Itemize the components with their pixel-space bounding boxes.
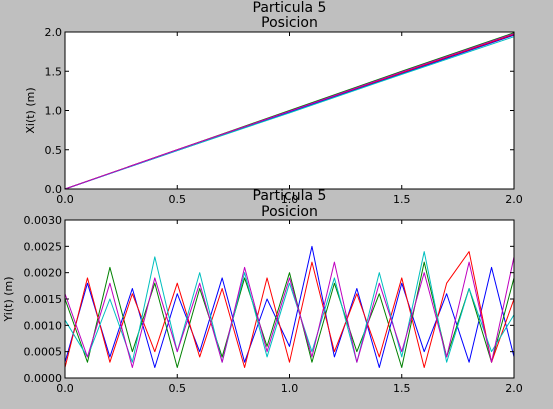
top-chart: 0.0 0.5 1.0 1.5 2.0 0.0 0.5 1.0 1.5 2.0 Xi(t) (m) P… — [24, 0, 523, 206]
y-tick-label: 0.0005 — [24, 346, 63, 359]
x-tick-label: 2.0 — [505, 382, 523, 395]
y-tick-label: 0.0010 — [24, 319, 63, 332]
x-tick-label: 0.5 — [169, 193, 187, 206]
x-tick-label: 1.5 — [393, 193, 411, 206]
x-tick-label: 0.0 — [56, 382, 74, 395]
chart-title: Particula 5 — [253, 0, 327, 16]
chart-subtitle: Posicion — [261, 204, 318, 220]
y-tick-label: 0.5 — [45, 144, 63, 157]
y-tick-label: 0.0015 — [24, 293, 63, 306]
y-tick-label: 2.0 — [45, 26, 63, 39]
y-tick-label: 0.0030 — [24, 214, 63, 227]
y-tick-label: 1.0 — [45, 105, 63, 118]
y-axis-label: Yi(t) (m) — [2, 276, 15, 322]
series-line-3 — [64, 251, 515, 363]
chart-subtitle: Posicion — [261, 15, 318, 31]
y-tick-label: 0.0020 — [24, 267, 63, 280]
x-tick-label: 2.0 — [505, 193, 523, 206]
y-axis-label: Xi(t) (m) — [24, 87, 37, 133]
x-tick-label: 1.0 — [281, 382, 299, 395]
x-tick-label: 0.5 — [169, 382, 187, 395]
plot-area — [65, 220, 514, 378]
x-tick-label: 1.0 — [281, 193, 299, 206]
series-line-4 — [64, 33, 515, 190]
chart-title: Particula 5 — [253, 188, 327, 204]
y-tick-label: 0.0025 — [24, 240, 63, 253]
x-tick-label: 1.5 — [393, 382, 411, 395]
y-tick-label: 0.0 — [45, 183, 63, 196]
y-tick-label: 0.0000 — [24, 372, 63, 385]
series-line-2 — [64, 251, 515, 368]
bottom-chart: 0.0 0.5 1.0 1.5 2.0 0.0000 0.0005 0.0010 0.0015 0… — [2, 188, 523, 395]
x-tick-label: 0.0 — [56, 193, 74, 206]
series-line-4 — [64, 256, 515, 368]
y-tick-label: 1.5 — [45, 65, 63, 78]
